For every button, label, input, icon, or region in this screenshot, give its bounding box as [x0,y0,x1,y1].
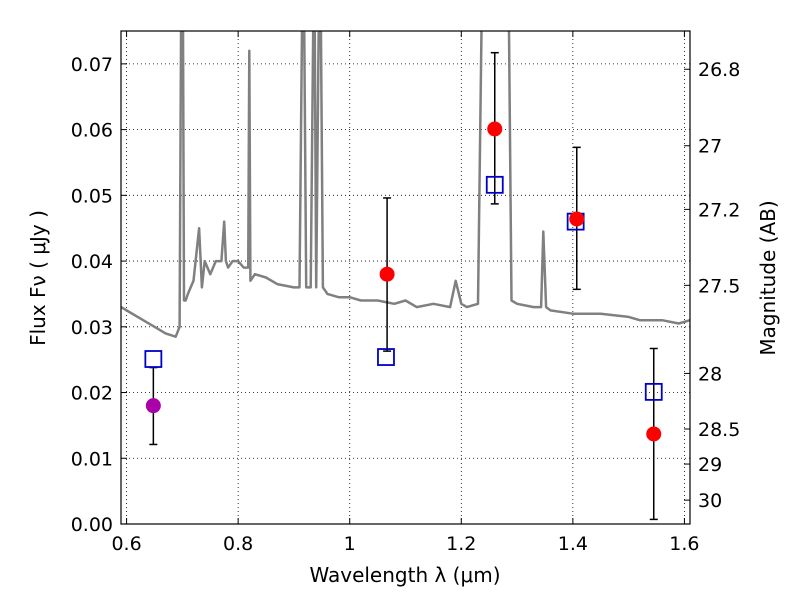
x-axis-label: Wavelength λ (μm) [309,563,500,587]
y-tick-label: 0.02 [71,383,113,405]
x-tick-label: 0.6 [111,533,141,555]
plot-frame [120,30,691,525]
magnitude-tick-label: 27.2 [698,199,740,221]
magnitude-tick-label: 30 [698,490,722,512]
y-tick-label: 0.05 [71,185,113,207]
magnitude-tick-label: 28 [698,363,722,385]
observed-flux-point [145,398,161,414]
plot-background [121,31,690,524]
model-flux-square [144,350,163,368]
spectrum-layer [121,31,690,338]
grid [121,31,690,524]
x-tick-label: 0.8 [223,533,253,555]
observed-flux-point [646,426,662,442]
y-tick-label: 0.01 [71,448,113,470]
magnitude-axis-label: Magnitude (AB) [756,200,780,355]
y-tick-label: 0.03 [71,317,113,339]
y-tick-label: 0.00 [71,514,113,536]
observed-circle-layer [145,121,662,442]
y-tick-label: 0.06 [71,120,113,142]
y-axis-label: Flux Fν ( μJy ) [26,210,50,346]
ticks [121,31,690,525]
x-tick-labels: 0.6 0.8 1 1.2 1.4 1.6 [111,533,699,555]
template-spectrum-line [121,31,690,338]
y-tick-label: 0.04 [71,251,113,273]
model-flux-square [644,382,663,401]
magnitude-tick-label: 27 [698,136,722,158]
y-tick-labels: 0.00 0.01 0.02 0.03 0.04 0.05 0.06 0.07 [71,54,113,536]
observed-flux-point [569,211,585,227]
x-tick-label: 1.6 [669,533,699,555]
magnitude-tick-label: 26.8 [698,59,740,81]
observed-flux-point [379,266,395,282]
model-flux-square [485,175,504,194]
x-tick-label: 1.4 [558,533,588,555]
magnitude-tick-label: 27.5 [698,275,740,297]
x-tick-label: 1 [344,533,356,555]
observed-flux-point [487,121,503,137]
magnitude-tick-label: 28.5 [698,419,740,441]
x-tick-label: 1.2 [446,533,476,555]
model-flux-square [377,348,395,366]
y-tick-label: 0.07 [71,54,113,76]
magnitude-tick-labels: 26.8 27 27.2 27.5 28 28.5 29 30 [698,59,740,512]
magnitude-tick-label: 29 [698,454,722,476]
